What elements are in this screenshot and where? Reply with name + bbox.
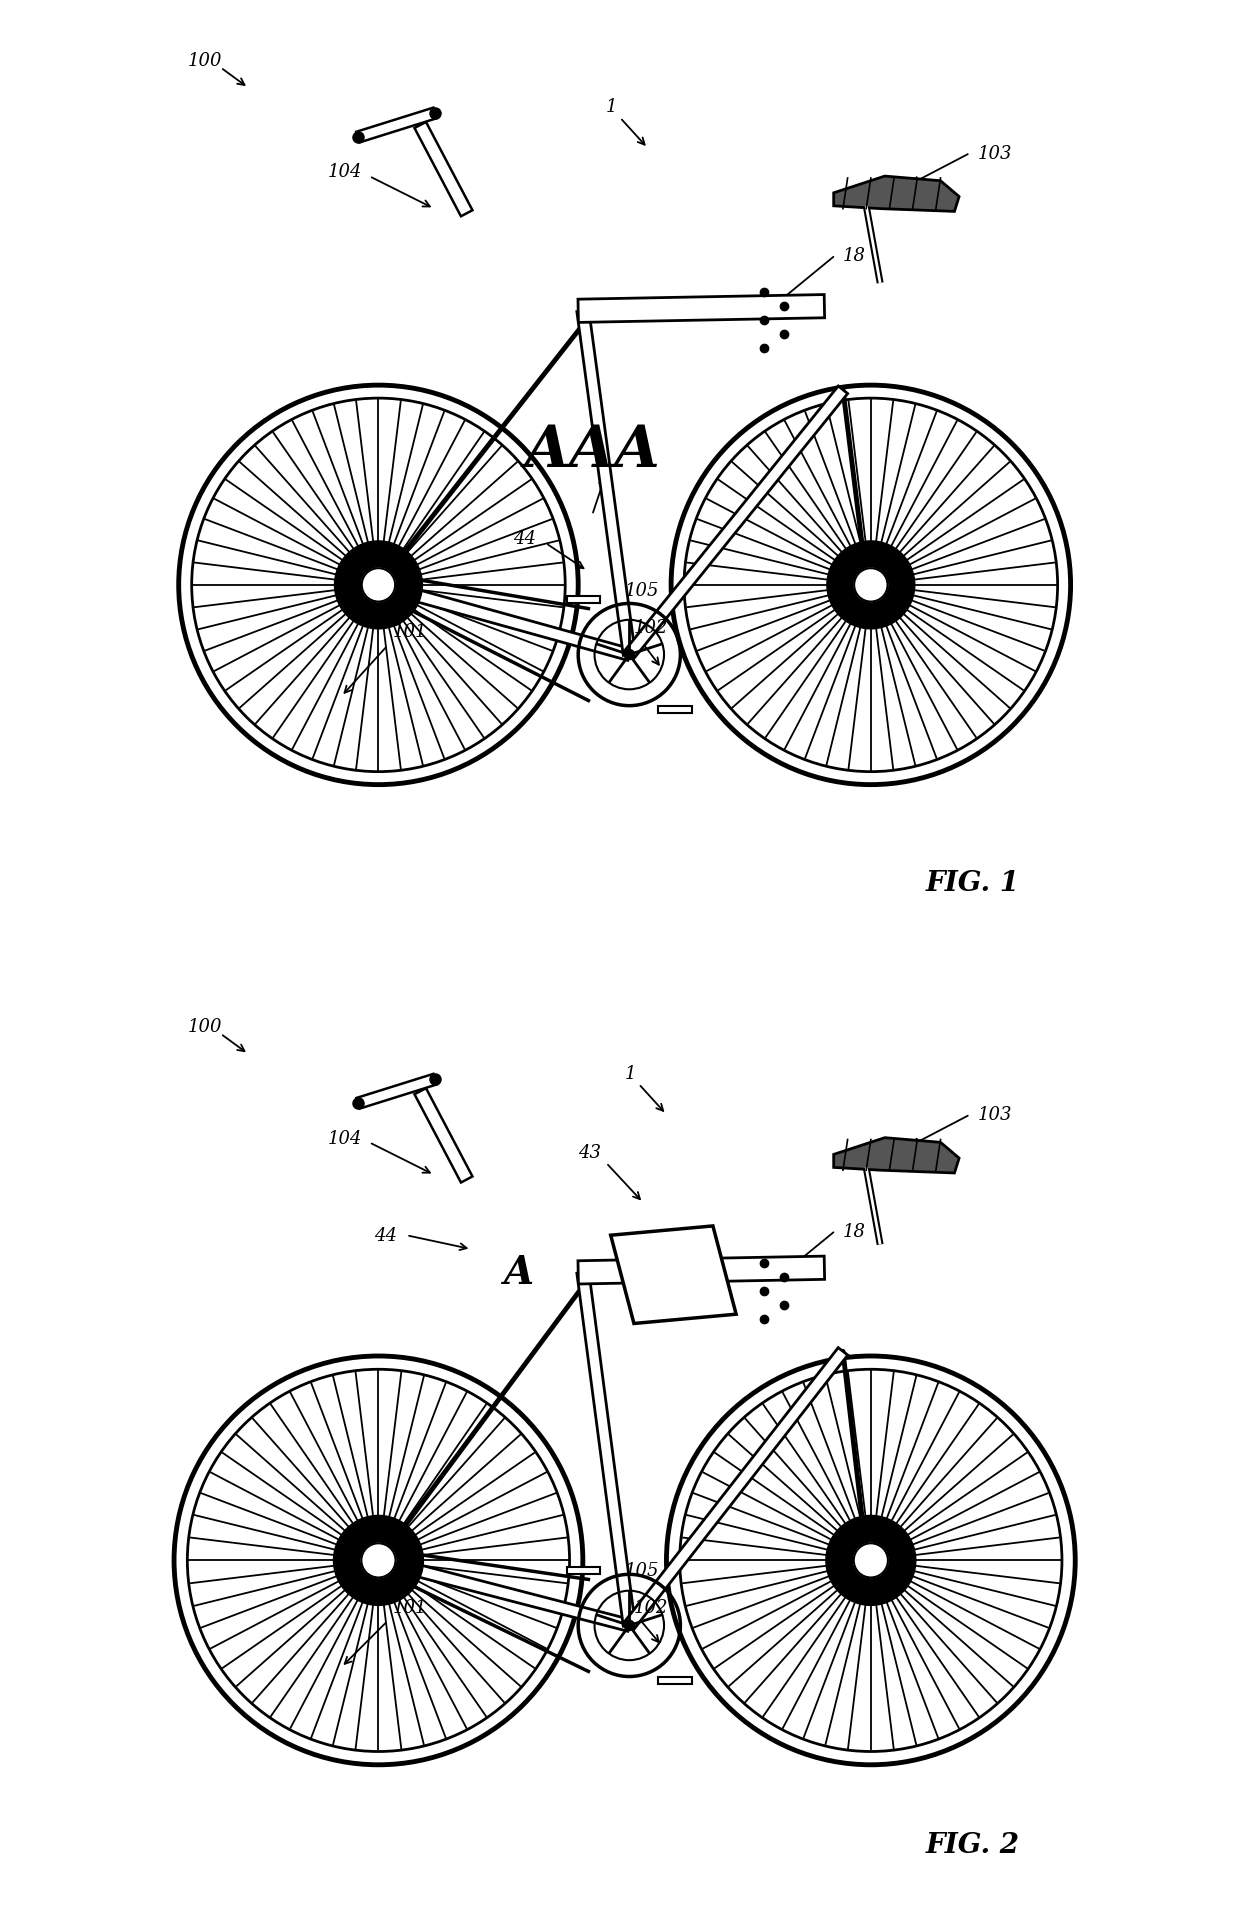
Text: 18: 18 [843, 247, 866, 264]
Circle shape [334, 1516, 423, 1606]
Polygon shape [658, 1677, 692, 1684]
Text: FIG. 1: FIG. 1 [925, 869, 1019, 896]
Polygon shape [625, 387, 848, 658]
Polygon shape [833, 176, 959, 212]
Text: 101: 101 [392, 622, 427, 641]
Text: 103: 103 [977, 145, 1012, 163]
Polygon shape [356, 1074, 436, 1108]
Text: 103: 103 [977, 1106, 1012, 1124]
Circle shape [826, 1516, 916, 1606]
Polygon shape [377, 1554, 631, 1631]
Polygon shape [414, 122, 472, 216]
Text: 100: 100 [188, 52, 222, 71]
Circle shape [827, 542, 915, 630]
Circle shape [624, 1621, 635, 1631]
Circle shape [361, 1543, 396, 1577]
Text: 102: 102 [634, 1598, 668, 1615]
Text: 44: 44 [513, 530, 536, 547]
Polygon shape [578, 295, 825, 323]
Text: 101: 101 [392, 1598, 427, 1615]
Text: 18: 18 [843, 1221, 866, 1240]
Text: A: A [502, 1254, 533, 1292]
Circle shape [854, 1543, 888, 1577]
Text: AAA: AAA [525, 423, 660, 478]
Text: 104: 104 [327, 1129, 362, 1146]
Polygon shape [567, 597, 600, 603]
Polygon shape [625, 1347, 848, 1629]
Circle shape [624, 651, 635, 660]
Text: 104: 104 [327, 163, 362, 182]
Polygon shape [567, 1568, 600, 1573]
Circle shape [335, 542, 423, 630]
Polygon shape [577, 1273, 635, 1627]
Polygon shape [577, 310, 635, 657]
Text: 1: 1 [606, 98, 618, 117]
Polygon shape [583, 297, 820, 322]
Polygon shape [377, 580, 631, 660]
Text: 105: 105 [625, 582, 660, 599]
Text: 43: 43 [578, 1143, 601, 1162]
Polygon shape [578, 1256, 825, 1284]
Polygon shape [611, 1227, 737, 1324]
Text: 44: 44 [373, 1227, 397, 1244]
Text: 100: 100 [188, 1018, 222, 1035]
Text: 1: 1 [625, 1064, 636, 1081]
Text: 102: 102 [634, 618, 668, 635]
Polygon shape [833, 1139, 959, 1173]
Polygon shape [356, 109, 436, 144]
Polygon shape [658, 706, 692, 714]
Polygon shape [583, 1257, 820, 1282]
Polygon shape [414, 1089, 472, 1183]
Circle shape [854, 568, 888, 603]
Text: FIG. 2: FIG. 2 [925, 1830, 1019, 1858]
Circle shape [362, 568, 396, 603]
Text: 105: 105 [625, 1560, 660, 1579]
